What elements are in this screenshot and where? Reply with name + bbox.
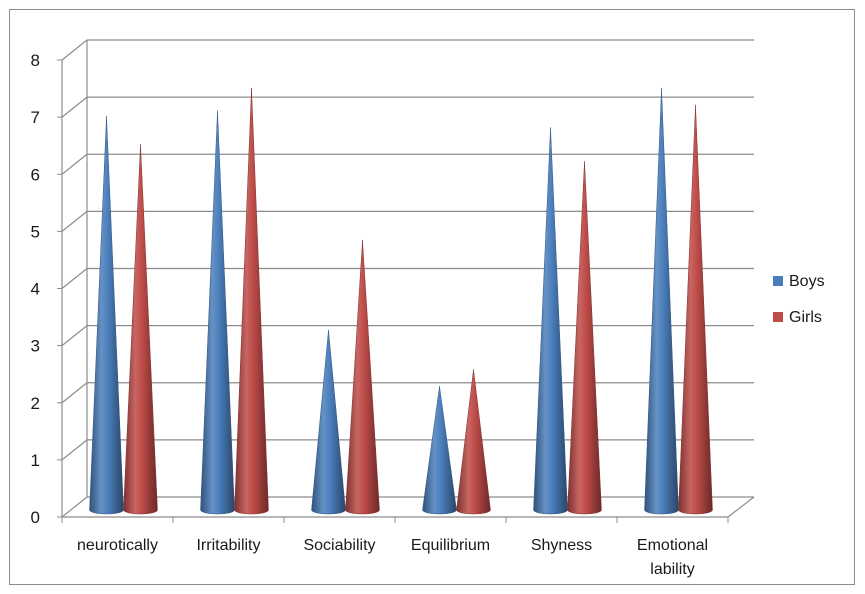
cone-girls-5 xyxy=(678,104,713,515)
gridline xyxy=(61,210,754,232)
y-tick-label: 4 xyxy=(31,280,40,299)
y-tick-label: 0 xyxy=(31,508,40,527)
cone-girls-1 xyxy=(234,87,269,515)
x-category-label: Equilibrium xyxy=(411,537,490,554)
gridline xyxy=(61,439,754,461)
x-category-label: Irritability xyxy=(196,537,260,554)
cone-boys-2 xyxy=(311,329,346,515)
cone-boys-4 xyxy=(533,127,568,515)
x-category-label: lability xyxy=(650,561,694,578)
y-tick-label: 7 xyxy=(31,108,40,127)
gridline xyxy=(61,382,754,404)
legend-label: Boys xyxy=(789,273,825,290)
cone-boys-0 xyxy=(89,116,124,515)
y-tick-label: 5 xyxy=(31,222,40,241)
x-category-label: Shyness xyxy=(531,537,592,554)
legend-label: Girls xyxy=(789,309,822,326)
y-tick-label: 3 xyxy=(31,337,40,356)
legend-swatch xyxy=(773,312,783,322)
x-axis: neurotically Irritability Sociability Equil… xyxy=(61,517,729,578)
cone-boys-3 xyxy=(422,386,457,515)
y-tick-label: 8 xyxy=(31,51,40,70)
cone-girls-3 xyxy=(456,369,491,515)
y-axis-ticks: 0 1 2 3 4 5 6 7 8 xyxy=(31,51,62,527)
cone-girls-0 xyxy=(123,144,158,515)
gridline xyxy=(61,39,754,61)
gridline xyxy=(61,153,754,175)
cone-girls-2 xyxy=(345,239,380,515)
y-tick-label: 1 xyxy=(31,451,40,470)
cone-boys-1 xyxy=(200,110,235,515)
cone-girls-4 xyxy=(567,161,602,515)
gridline xyxy=(61,325,754,347)
gridline xyxy=(61,96,754,118)
y-tick-label: 6 xyxy=(31,165,40,184)
x-category-label: Emotional xyxy=(637,537,708,554)
gridline xyxy=(61,267,754,289)
legend: Boys Girls xyxy=(773,273,825,326)
cone-boys-5 xyxy=(644,87,679,515)
x-category-label: neurotically xyxy=(77,537,158,554)
legend-swatch xyxy=(773,276,783,286)
x-category-label: Sociability xyxy=(303,537,375,554)
cones xyxy=(89,87,713,515)
y-tick-label: 2 xyxy=(31,394,40,413)
floor-right-edge xyxy=(727,496,755,518)
gridline xyxy=(61,496,754,518)
gridlines xyxy=(61,39,754,518)
